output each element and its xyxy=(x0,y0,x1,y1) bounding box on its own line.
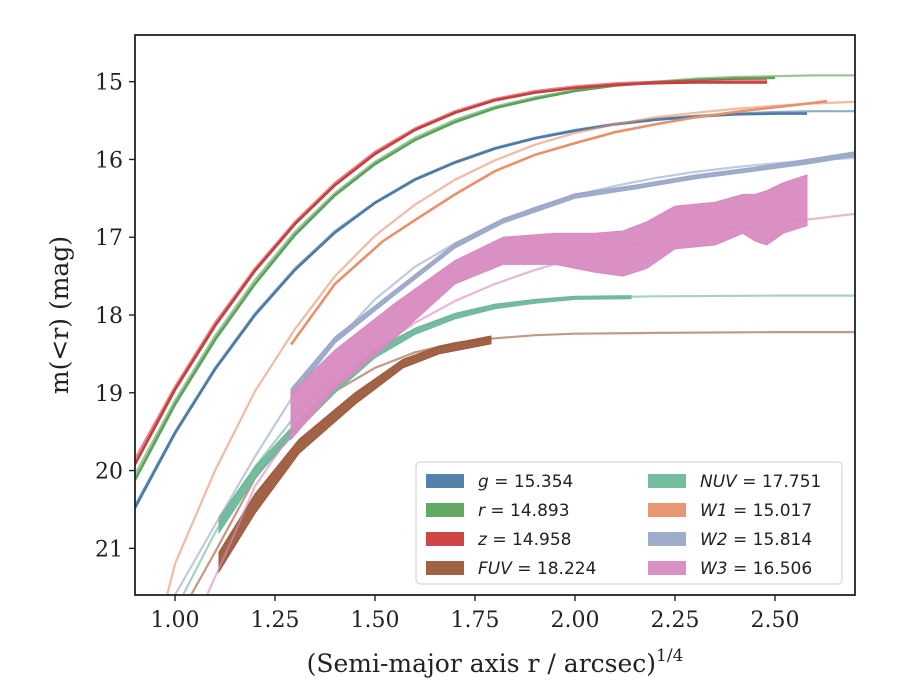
legend-swatch-fuv xyxy=(426,561,464,575)
series-w2-profile-band xyxy=(290,151,855,399)
y-axis-label: m(<r) (mag) xyxy=(45,236,74,394)
y-tick-label: 21 xyxy=(95,537,123,562)
legend-swatch-nuv xyxy=(648,474,686,488)
legend-swatch-z xyxy=(426,532,464,546)
legend-swatch-r xyxy=(426,503,464,517)
legend-swatch-w2 xyxy=(648,532,686,546)
legend-box xyxy=(415,461,843,585)
series-w3-profile-band xyxy=(290,174,808,441)
series-z-model-line xyxy=(135,79,767,460)
legend-label-z: z = 14.958 xyxy=(477,530,571,550)
x-tick-label: 1.00 xyxy=(151,608,200,633)
x-tick-label: 1.50 xyxy=(351,608,400,633)
legend-label-nuv: NUV = 17.751 xyxy=(700,472,821,492)
series-fuv-profile-band xyxy=(218,335,492,574)
legend-label-w3: W3 = 16.506 xyxy=(700,559,812,579)
series-w1-profile-line xyxy=(289,99,828,346)
x-axis-label: (Semi-major axis r / arcsec)1/4 xyxy=(307,646,684,678)
x-tick-label: 2.00 xyxy=(551,608,600,633)
x-tick-label: 1.75 xyxy=(451,608,500,633)
x-tick-label: 1.25 xyxy=(251,608,300,633)
legend-label-r: r = 14.893 xyxy=(478,501,570,521)
y-tick-label: 18 xyxy=(95,304,123,329)
y-tick-label: 20 xyxy=(95,460,123,485)
legend-label-w1: W1 = 15.017 xyxy=(700,501,812,521)
legend-swatch-w3 xyxy=(648,561,686,575)
x-tick-label: 2.25 xyxy=(651,608,700,633)
y-tick-label: 16 xyxy=(95,148,123,173)
series-z-profile-line xyxy=(135,81,767,465)
series-w1-model-line xyxy=(165,100,855,595)
x-tick-label: 2.50 xyxy=(751,608,800,633)
x-axis-label-sup: 1/4 xyxy=(656,646,683,666)
legend-swatch-w1 xyxy=(648,503,686,517)
legend-label-w2: W2 = 15.814 xyxy=(700,530,812,550)
y-tick-label: 17 xyxy=(95,226,123,251)
x-axis-label-main: (Semi-major axis r / arcsec) xyxy=(307,649,656,678)
legend-label-g: g = 15.354 xyxy=(478,472,573,492)
ticks-layer: 1.00 1.25 1.50 1.75 2.00 2.25 2.50 15 16 17 18 19 20… xyxy=(95,71,799,633)
y-tick-label: 15 xyxy=(95,71,123,96)
y-tick-label: 19 xyxy=(95,382,123,407)
series-r-model-line xyxy=(135,74,855,475)
legend: g = 15.354 r = 14.893 z = 14.958 FUV = 18.2… xyxy=(415,461,843,585)
legend-label-fuv: FUV = 18.224 xyxy=(478,559,596,579)
legend-swatch-g xyxy=(426,474,464,488)
series-layer xyxy=(135,74,855,595)
